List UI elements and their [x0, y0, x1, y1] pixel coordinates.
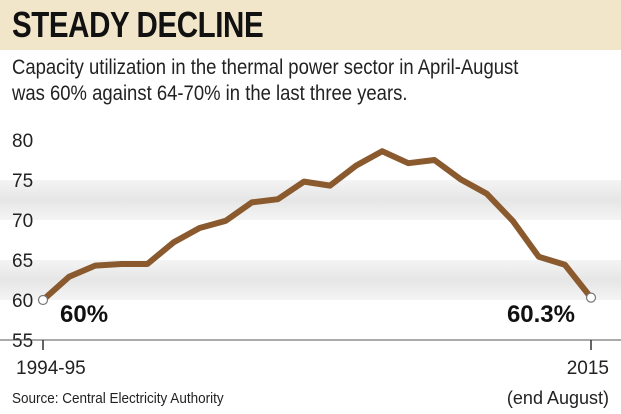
annotation-start: 60%	[60, 301, 108, 328]
x-label-start: 1994-95	[16, 358, 86, 379]
grid-band	[0, 180, 621, 220]
title-bar	[0, 0, 621, 50]
subtitle-line-1: Capacity utilization in the thermal powe…	[12, 56, 519, 79]
series-layer	[40, 148, 594, 303]
y-tick-label: 65	[12, 251, 33, 272]
point-layer	[37, 292, 597, 306]
end-point	[585, 292, 597, 303]
subtitle-line-2: was 60% against 64-70% in the last three…	[12, 82, 408, 105]
x-end-note: (end August)	[506, 388, 609, 408]
y-tick-label: 70	[12, 211, 33, 232]
start-point	[37, 294, 49, 306]
annotation-end: 60.3%	[507, 301, 575, 328]
y-tick-label: 55	[12, 331, 33, 352]
series-line	[40, 148, 594, 303]
chart-title: STEADY DECLINE	[12, 4, 264, 45]
y-tick-label: 80	[12, 131, 33, 152]
source-note: Source: Central Electricity Authority	[12, 390, 224, 407]
x-label-end: 2015	[567, 358, 609, 379]
chart-subtitle: Capacity utilization in the thermal powe…	[12, 55, 540, 107]
y-tick-label: 75	[12, 171, 33, 192]
y-tick-label: 60	[12, 291, 33, 312]
y-axis-ticks: 80 75 70 65 60 55	[0, 131, 621, 352]
